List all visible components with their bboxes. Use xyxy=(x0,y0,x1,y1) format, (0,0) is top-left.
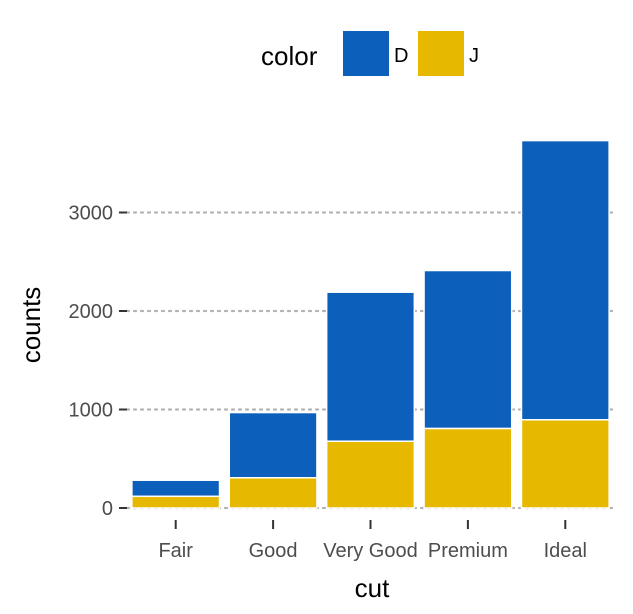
bar-j xyxy=(228,477,318,509)
y-tick-label: 1000 xyxy=(69,400,114,422)
x-tick-label: Ideal xyxy=(544,540,587,562)
bar-d xyxy=(423,269,513,430)
bar-d xyxy=(520,139,610,421)
x-tick-label: Very Good xyxy=(323,540,418,562)
legend-label: J xyxy=(469,45,479,67)
legend-label: D xyxy=(394,45,408,67)
bar-d xyxy=(131,479,221,498)
bar-j xyxy=(131,495,221,509)
x-tick-label: Fair xyxy=(158,540,193,562)
y-axis: 0 1000 2000 3000 xyxy=(69,203,127,520)
y-axis-title: counts xyxy=(16,287,46,364)
y-tick-label: 0 xyxy=(102,498,113,520)
bar-j xyxy=(325,440,416,509)
x-axis: Fair Good Very Good Premium Ideal xyxy=(158,520,587,562)
y-tick-label: 3000 xyxy=(69,203,114,225)
legend-key-j xyxy=(418,31,464,76)
x-axis-title: cut xyxy=(355,573,390,603)
x-tick-label: Good xyxy=(249,540,298,562)
bar-d xyxy=(228,411,318,479)
bar-j xyxy=(520,418,610,509)
x-tick-label: Premium xyxy=(428,540,508,562)
bar-d xyxy=(325,291,416,442)
legend-title: color xyxy=(261,41,318,71)
legend-key-d xyxy=(343,31,389,76)
legend: color D J xyxy=(261,31,479,76)
bars xyxy=(131,139,610,509)
y-tick-label: 2000 xyxy=(69,301,114,323)
bar-j xyxy=(423,427,513,509)
